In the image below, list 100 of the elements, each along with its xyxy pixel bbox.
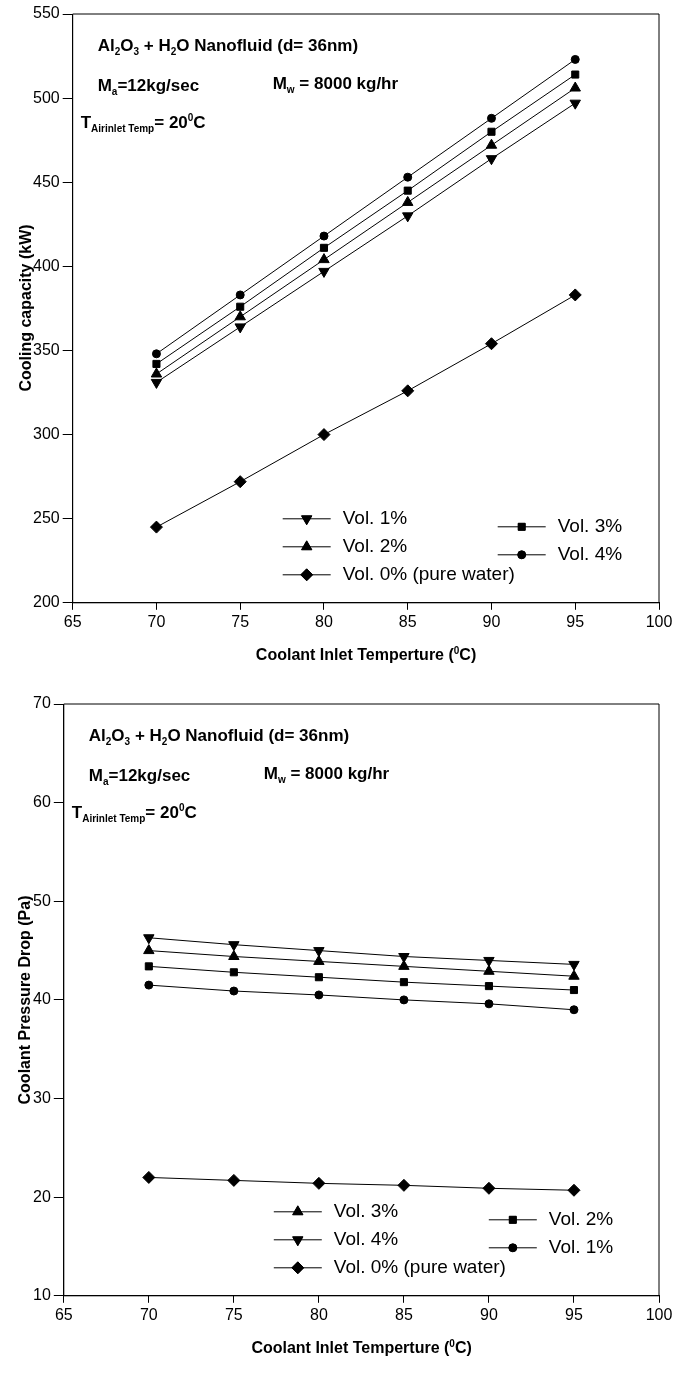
- y-tick-label: 10: [33, 1286, 51, 1304]
- y-tick-label: 350: [32, 340, 60, 358]
- point: [151, 349, 161, 359]
- point: [317, 428, 331, 442]
- x-tick-label: 80: [309, 1305, 328, 1323]
- point: [319, 231, 329, 241]
- y-tick-label: 20: [33, 1187, 51, 1205]
- point: [150, 378, 163, 389]
- point: [318, 267, 330, 278]
- point: [236, 302, 245, 311]
- point: [235, 290, 245, 300]
- x-tick-label: 95: [566, 612, 585, 630]
- y-tick-label: 60: [33, 793, 51, 811]
- point: [571, 70, 580, 79]
- annotation: T$_{Airinlet Temp}$= 20$^{0}$C: [71, 802, 197, 825]
- legend-label: Vol. 4%: [333, 1228, 399, 1250]
- x-tick-label: 90: [480, 1305, 498, 1323]
- point: [318, 253, 330, 264]
- legend-label: Vol. 4%: [557, 543, 623, 565]
- point: [150, 367, 163, 378]
- point: [399, 978, 408, 987]
- y-tick-label: 40: [33, 990, 51, 1008]
- point: [142, 1170, 156, 1184]
- x-tick-label: 75: [231, 612, 250, 630]
- x-tick-label: 65: [63, 612, 82, 630]
- point: [312, 1176, 326, 1190]
- y-tick-label: 30: [33, 1088, 51, 1106]
- point: [227, 1173, 241, 1187]
- point: [229, 986, 239, 996]
- y-tick-label: 70: [33, 694, 51, 712]
- point: [314, 973, 323, 982]
- legend-label: Vol. 2%: [342, 535, 408, 557]
- point: [483, 956, 495, 967]
- point: [398, 953, 410, 963]
- x-axis-title: Coolant Inlet Temperture ($^{0}$C): [255, 644, 477, 665]
- point: [234, 323, 246, 334]
- point: [482, 1181, 496, 1195]
- x-tick-label: 75: [224, 1305, 243, 1323]
- point: [319, 243, 328, 252]
- point: [401, 384, 415, 398]
- point: [397, 1178, 411, 1192]
- x-tick-label: 70: [139, 1305, 158, 1323]
- point: [229, 968, 238, 977]
- legend-label: Vol. 2%: [548, 1208, 614, 1230]
- point: [569, 1005, 579, 1015]
- y-tick-label: 300: [32, 424, 60, 442]
- y-tick-label: 500: [32, 88, 60, 106]
- point: [233, 475, 247, 489]
- point: [144, 980, 154, 990]
- point: [403, 172, 413, 182]
- x-tick-label: 90: [482, 612, 501, 630]
- x-tick-label: 65: [54, 1305, 73, 1323]
- legend-label: Vol. 1%: [548, 1236, 614, 1258]
- point: [568, 288, 582, 302]
- y-tick-label: 200: [32, 593, 60, 611]
- point: [569, 99, 581, 110]
- annotation: M$_{a}$=12kg/sec: [88, 766, 191, 788]
- legend-label: Vol. 0% (pure water): [342, 563, 515, 585]
- x-tick-label: 100: [645, 612, 673, 630]
- annotation: M$_{w}$ = 8000 kg/hr: [272, 74, 399, 96]
- y-tick-label: 450: [32, 172, 60, 190]
- point: [149, 520, 163, 534]
- point: [144, 962, 153, 971]
- point: [484, 999, 494, 1009]
- point: [484, 337, 498, 351]
- point: [568, 960, 580, 971]
- x-tick-label: 95: [565, 1305, 583, 1323]
- annotation: T$_{Airinlet Temp}$= 20$^{0}$C: [80, 112, 206, 135]
- point: [234, 310, 246, 321]
- legend-label: Vol. 3%: [333, 1200, 399, 1222]
- point: [313, 947, 325, 958]
- point: [403, 186, 412, 195]
- point: [399, 995, 409, 1005]
- legend-label: Vol. 0% (pure water): [333, 1256, 506, 1278]
- point: [570, 54, 580, 64]
- point: [152, 359, 161, 368]
- point: [485, 138, 498, 149]
- x-tick-label: 85: [395, 1305, 413, 1323]
- x-tick-label: 70: [147, 612, 166, 630]
- annotation: M$_{a}$=12kg/sec: [97, 76, 200, 98]
- point: [484, 982, 493, 991]
- point: [487, 127, 496, 136]
- annotation: Al$_{2}$O$_{3}$ + H$_{2}$O Nanofluid (d= 36nm): [88, 726, 350, 748]
- legend-label: Vol. 3%: [557, 515, 623, 537]
- x-axis-title: Coolant Inlet Temperture ($^{0}$C): [251, 1337, 472, 1358]
- point: [143, 944, 155, 955]
- y-axis-title: Cooling capacity (kW): [16, 224, 34, 392]
- annotation: Al$_{2}$O$_{3}$ + H$_{2}$O Nanofluid (d= 36nm): [97, 36, 359, 58]
- annotation: M$_{w}$ = 8000 kg/hr: [263, 764, 390, 786]
- point: [402, 195, 414, 206]
- point: [314, 990, 324, 1000]
- point: [569, 986, 579, 995]
- point: [569, 81, 581, 92]
- y-tick-label: 50: [33, 891, 51, 909]
- x-tick-label: 100: [645, 1305, 673, 1323]
- point: [143, 934, 155, 945]
- x-tick-label: 85: [398, 612, 417, 630]
- point: [402, 212, 414, 223]
- point: [486, 113, 496, 123]
- point: [228, 941, 240, 952]
